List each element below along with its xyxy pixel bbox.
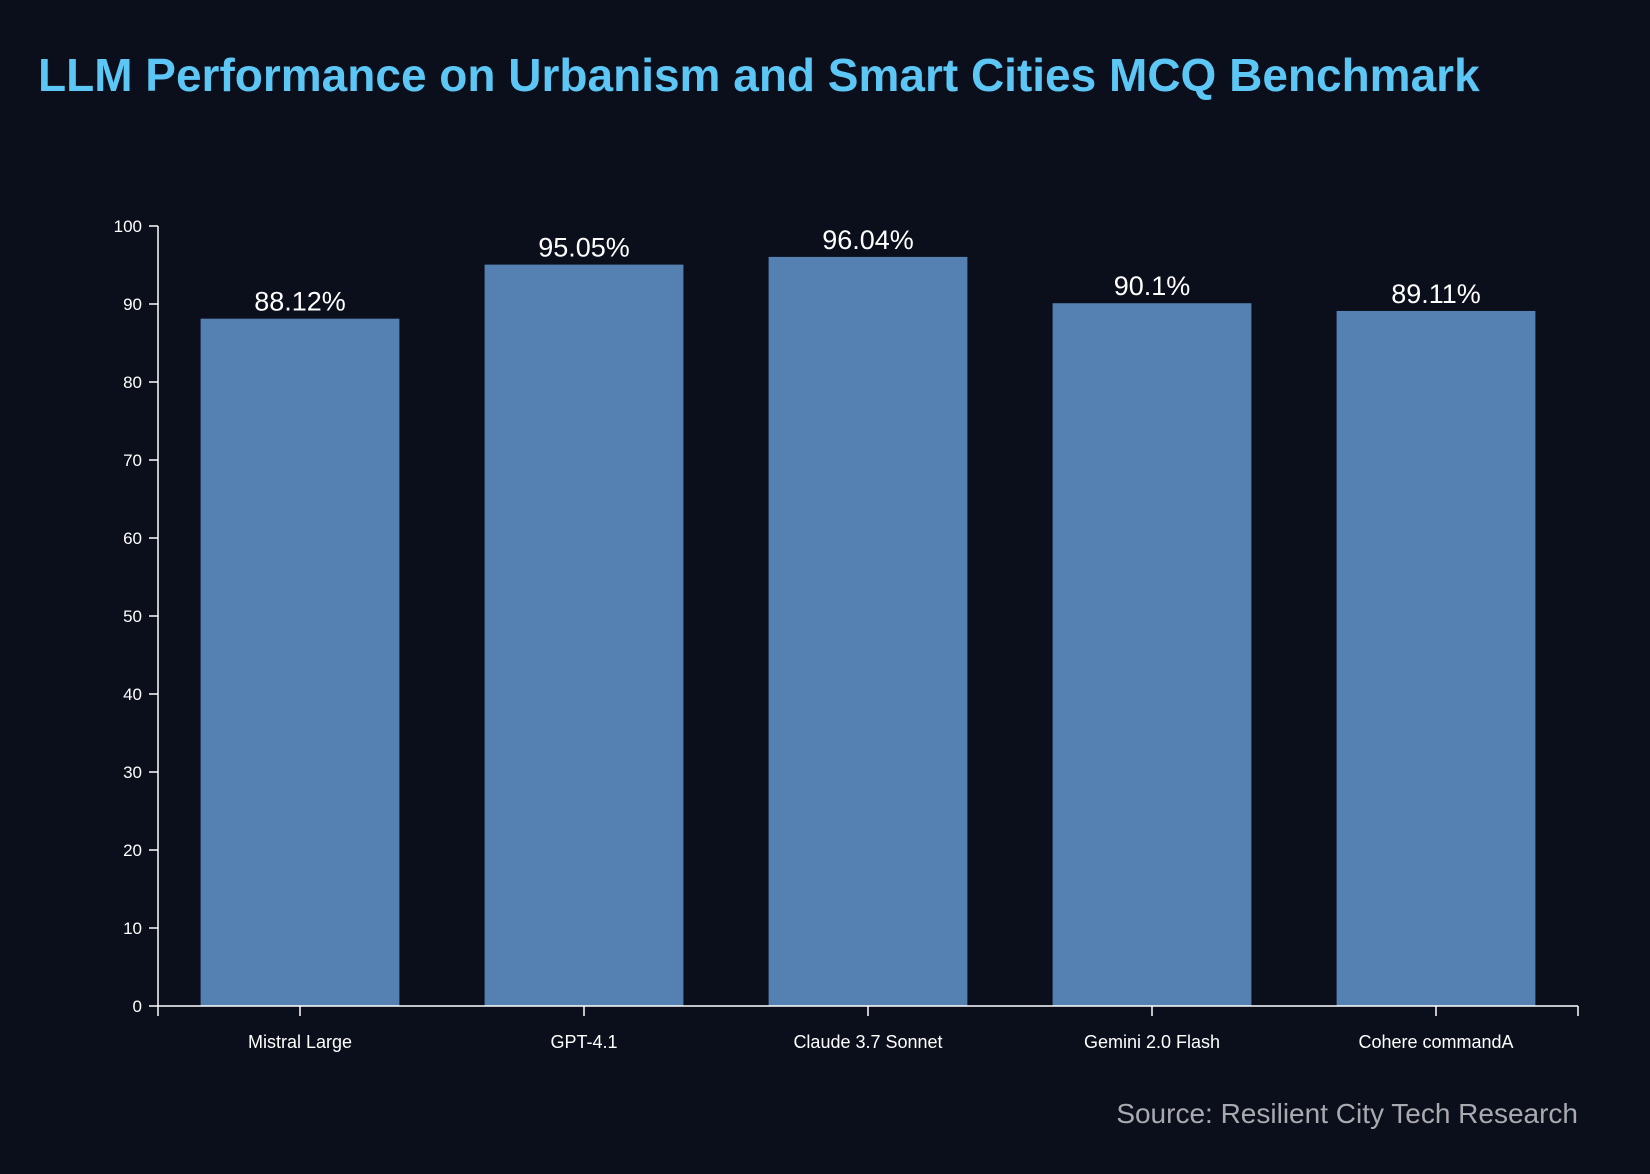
bar: [768, 256, 968, 1006]
x-tick-label: Claude 3.7 Sonnet: [793, 1032, 942, 1052]
bar-value-label: 90.1%: [1114, 271, 1191, 301]
bar: [1052, 303, 1252, 1007]
bar: [200, 318, 400, 1006]
x-tick-label: Mistral Large: [248, 1032, 352, 1052]
y-tick-label: 90: [123, 295, 142, 314]
bar-value-label: 89.11%: [1391, 279, 1481, 309]
y-tick-label: 100: [114, 217, 142, 236]
source-note: Source: Resilient City Tech Research: [1116, 1098, 1578, 1129]
bar-value-label: 88.12%: [254, 287, 346, 317]
y-tick-label: 60: [123, 529, 142, 548]
chart-title: LLM Performance on Urbanism and Smart Ci…: [38, 49, 1480, 101]
y-tick-label: 20: [123, 841, 142, 860]
y-tick-label: 50: [123, 607, 142, 626]
bar-value-label: 96.04%: [822, 225, 914, 255]
y-tick-label: 30: [123, 763, 142, 782]
y-tick-label: 70: [123, 451, 142, 470]
bar: [484, 264, 684, 1006]
x-tick-label: Gemini 2.0 Flash: [1084, 1032, 1220, 1052]
y-tick-label: 0: [133, 997, 142, 1016]
bar: [1336, 310, 1536, 1006]
x-tick-label: Cohere commandA: [1358, 1032, 1513, 1052]
y-tick-label: 80: [123, 373, 142, 392]
y-tick-label: 40: [123, 685, 142, 704]
x-tick-label: GPT-4.1: [550, 1032, 617, 1052]
bar-value-label: 95.05%: [538, 233, 630, 263]
y-tick-label: 10: [123, 919, 142, 938]
